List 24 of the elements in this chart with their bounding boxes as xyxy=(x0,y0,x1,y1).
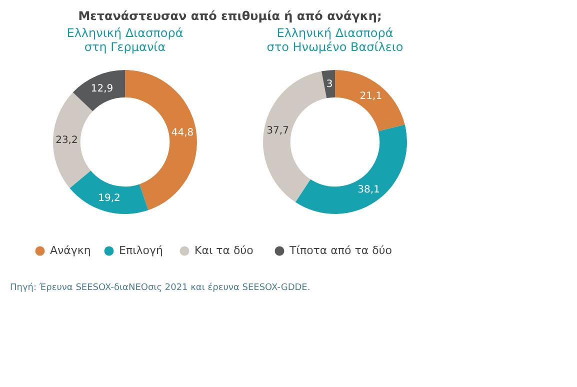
donut-slice xyxy=(295,124,407,214)
chart-subtitle: Ελληνική Διασπορά στη Γερμανία xyxy=(66,26,184,54)
data-label: 3 xyxy=(326,78,333,90)
data-label: 38,1 xyxy=(358,184,380,196)
donut-slice xyxy=(335,70,405,132)
legend-label: Επιλογή xyxy=(119,244,164,257)
donut-slice xyxy=(70,170,148,214)
data-label: 19,2 xyxy=(98,193,120,204)
donut-slice xyxy=(321,70,335,98)
data-label: 44,8 xyxy=(171,127,194,138)
data-label: 37,7 xyxy=(266,126,289,137)
donut-slice xyxy=(263,71,327,202)
donut-slice xyxy=(72,70,125,112)
data-label: 23,2 xyxy=(56,135,78,146)
chart-title: Μετανάστευσαν από επιθυμία ή από ανάγκη; xyxy=(78,9,382,23)
chart-subtitle: Ελληνική Διασπορά στο Ηνωμένο Βασίλειο xyxy=(266,26,404,54)
text: Πηγή: Έρευνα SEESOX-διαΝΕΟσις 2021 και έρευνα SEESOX-GDDE. xyxy=(10,282,310,293)
legend-label: Ανάγκη xyxy=(50,244,91,257)
donut-slice xyxy=(125,70,197,210)
donut-slice xyxy=(53,92,93,188)
legend-label: Και τα δύο xyxy=(194,244,254,257)
legend-label: Τίποτα από τα δύο xyxy=(288,244,392,257)
data-label: 21,1 xyxy=(360,91,382,102)
data-label: 12,9 xyxy=(90,83,114,94)
